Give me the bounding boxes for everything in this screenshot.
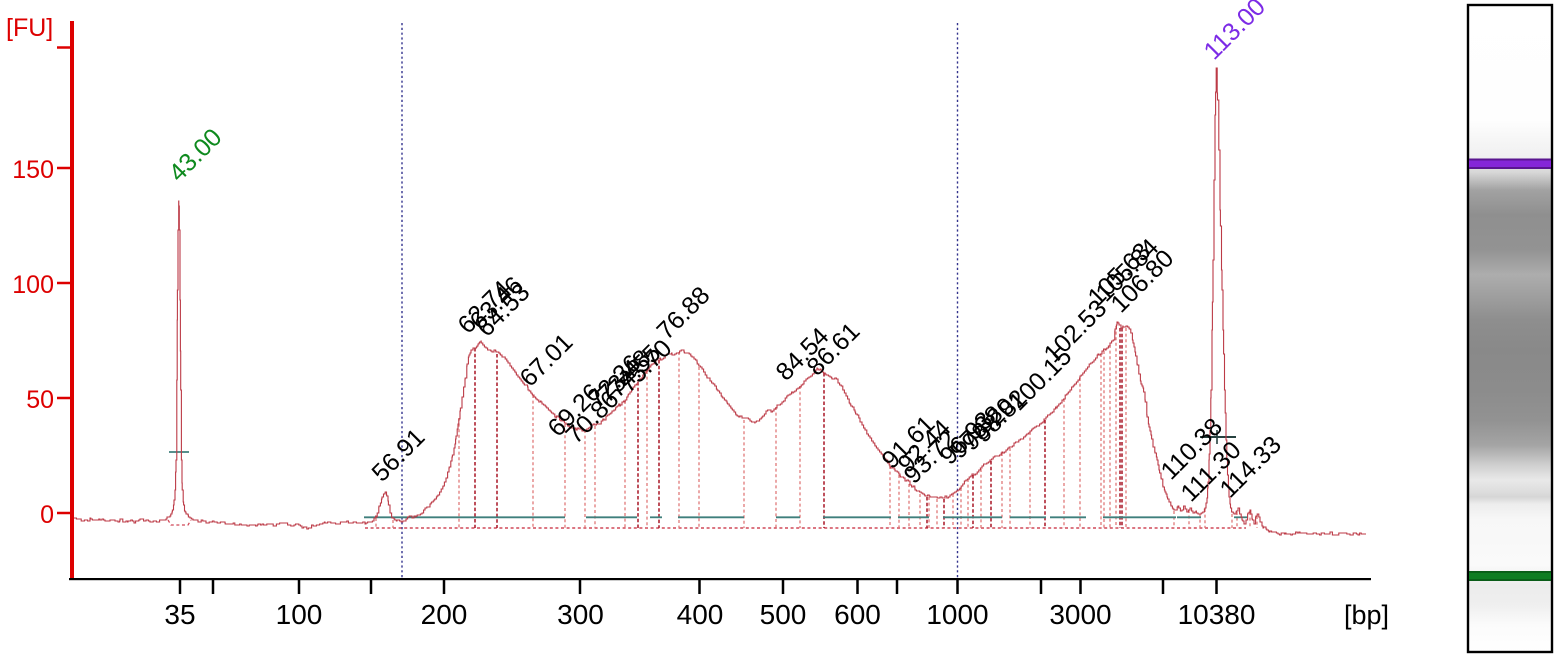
svg-text:10380: 10380 bbox=[1178, 599, 1256, 630]
svg-text:150: 150 bbox=[12, 156, 54, 184]
svg-text:200: 200 bbox=[421, 599, 468, 630]
svg-text:100: 100 bbox=[12, 271, 54, 299]
svg-text:1000: 1000 bbox=[926, 599, 988, 630]
svg-text:300: 300 bbox=[557, 599, 604, 630]
svg-text:[bp]: [bp] bbox=[1344, 600, 1389, 630]
svg-text:3000: 3000 bbox=[1049, 599, 1111, 630]
svg-text:[FU]: [FU] bbox=[6, 14, 53, 42]
svg-text:100: 100 bbox=[276, 599, 323, 630]
svg-text:35: 35 bbox=[164, 599, 195, 630]
svg-text:500: 500 bbox=[760, 599, 807, 630]
svg-text:0: 0 bbox=[40, 501, 54, 529]
svg-text:400: 400 bbox=[677, 599, 724, 630]
svg-text:600: 600 bbox=[834, 599, 881, 630]
svg-text:50: 50 bbox=[26, 386, 54, 414]
